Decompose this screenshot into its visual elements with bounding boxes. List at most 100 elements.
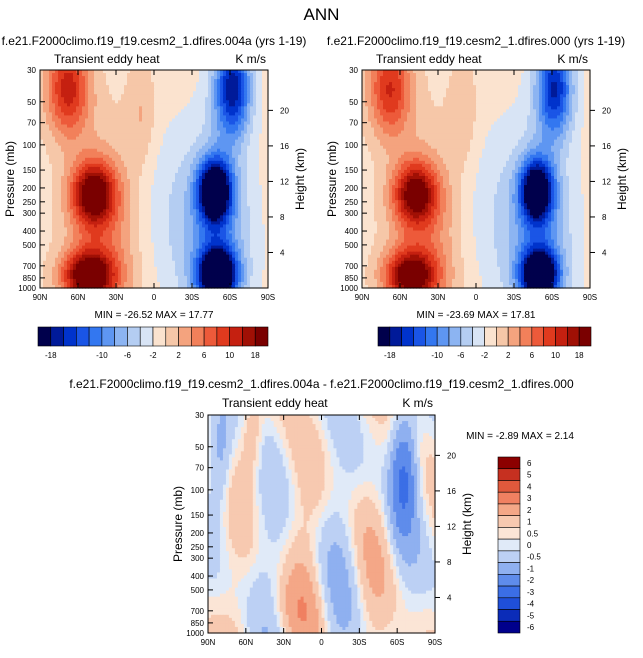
contour-cell [166,248,170,253]
contour-cell [214,200,218,204]
contour-cell [178,230,182,235]
contour-cell [43,257,47,262]
contour-cell [139,175,143,180]
contour-cell [46,151,50,156]
contour-cell [133,157,137,162]
contour-cell [85,254,89,259]
contour-cell [223,112,227,117]
contour-cell [118,88,122,92]
contour-cell [124,245,128,250]
contour-cell [112,227,116,232]
contour-cell [256,221,260,226]
contour-cell [97,236,101,241]
contour-cell [244,70,248,74]
contour-cell [46,169,50,174]
contour-cell [142,254,146,259]
contour-cell [223,221,227,226]
contour-cell [142,236,146,241]
contour-cell [211,160,215,165]
contour-cell [43,209,47,213]
contour-cell [265,88,269,92]
contour-cell [157,172,161,177]
contour-cell [229,157,233,162]
contour-cell [265,166,269,171]
contour-cell [124,221,128,226]
contour-cell [154,70,158,74]
contour-cell [100,260,104,265]
contour-cell [178,145,182,150]
contour-cell [142,130,146,135]
contour-cell [220,91,224,95]
contour-cell [55,85,59,89]
contour-cell [166,254,170,259]
contour-cell [115,175,119,180]
contour-cell [88,136,92,141]
contour-cell [241,100,245,104]
contour-cell [223,194,227,198]
contour-cell [259,112,263,117]
contour-cell [247,233,251,238]
contour-cell [79,109,83,113]
contour-cell [58,218,62,222]
contour-cell [157,160,161,165]
contour-cell [49,73,53,77]
contour-cell [148,215,152,219]
contour-cell [151,100,155,104]
contour-cell [97,157,101,162]
contour-cell [46,163,50,168]
contour-cell [259,130,263,135]
contour-cell [103,260,107,265]
contour-cell [265,94,269,98]
contour-cell [43,251,47,256]
contour-cell [157,130,161,135]
contour-cell [106,169,110,174]
contour-cell [52,163,56,168]
contour-cell [154,85,158,89]
contour-cell [79,209,83,213]
contour-cell [124,70,128,74]
contour-cell [67,118,71,123]
contour-cell [100,154,104,159]
contour-cell [142,97,146,101]
contour-cell [142,151,146,156]
contour-cell [136,206,140,210]
contour-cell [163,151,167,156]
contour-cell [106,73,110,77]
contour-cell [133,91,137,95]
contour-cell [136,91,140,95]
contour-cell [64,233,68,238]
contour-cell [136,179,140,183]
contour-cell [121,194,125,198]
contour-cell [67,112,71,117]
contour-cell [118,100,122,104]
contour-cell [196,175,200,180]
contour-cell [256,94,260,98]
contour-cell [235,97,239,101]
contour-cell [214,109,218,113]
contour-cell [49,212,53,216]
contour-cell [211,197,215,201]
contour-cell [91,130,95,135]
contour-cell [265,136,269,141]
contour-cell [175,157,179,162]
contour-cell [256,121,260,126]
contour-cell [238,206,242,210]
contour-cell [103,139,107,144]
contour-cell [64,136,68,141]
contour-cell [70,209,74,213]
contour-cell [196,97,200,101]
contour-cell [121,94,125,98]
contour-cell [166,76,170,80]
contour-cell [226,197,230,201]
contour-cell [175,163,179,168]
contour-cell [82,106,86,110]
contour-cell [151,121,155,126]
contour-cell [70,121,74,126]
contour-cell [211,254,215,259]
contour-cell [265,127,269,132]
contour-cell [82,121,86,126]
contour-cell [97,139,101,144]
contour-cell [100,263,104,268]
contour-cell [121,218,125,222]
contour-cell [94,172,98,177]
